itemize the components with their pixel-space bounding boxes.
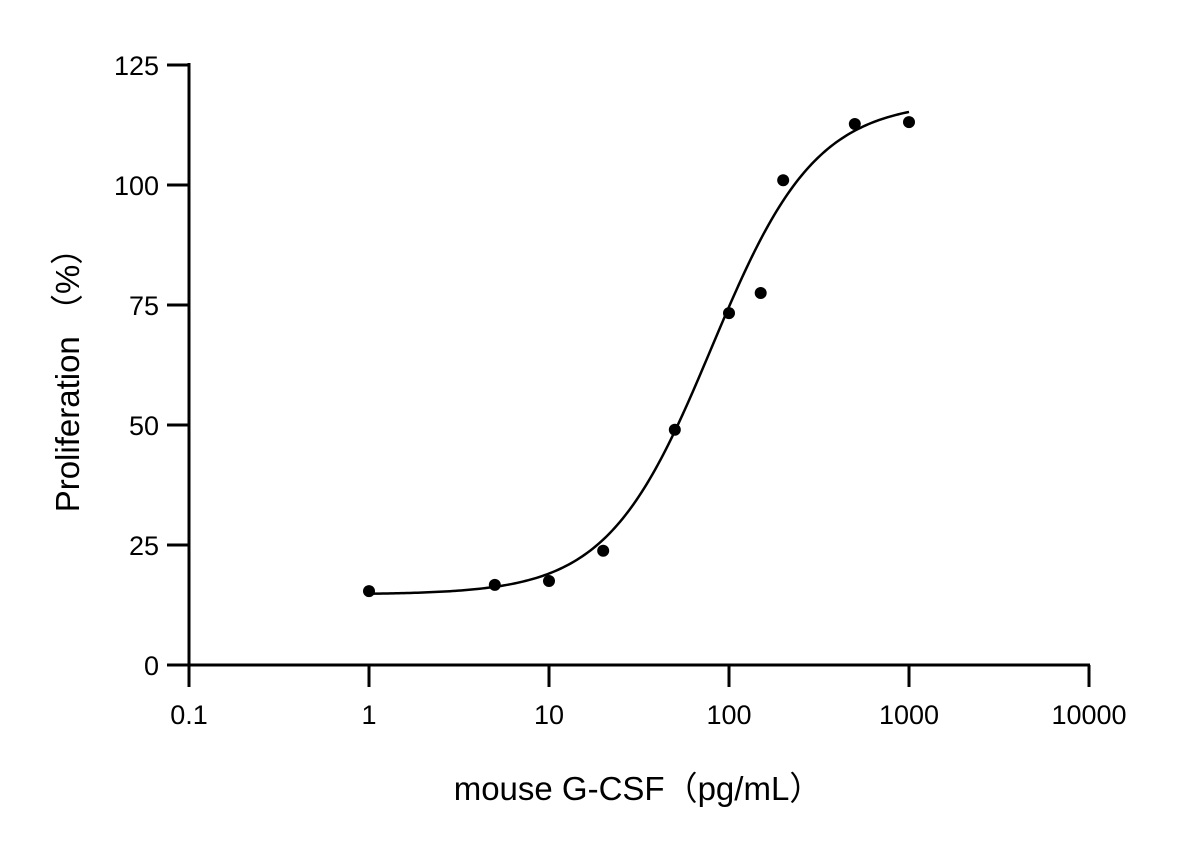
data-point [777,174,790,187]
x-tick-label: 1 [361,700,376,730]
data-point [848,118,861,131]
axes [167,63,1090,667]
data-points [363,116,915,598]
x-axis-title: mouse G-CSF（pg/mL） [454,770,823,807]
data-point [363,585,375,598]
data-point [903,116,915,129]
x-tick-label: 10000 [1051,700,1126,730]
y-ticks: 0 25 50 75 100 125 [114,51,189,681]
x-tick-label: 100 [706,700,751,730]
x-tick-label: 1000 [879,700,939,730]
y-tick-label: 125 [114,51,159,81]
data-point [668,423,681,436]
y-tick-label: 25 [129,531,159,561]
x-tick-label: 10 [534,700,564,730]
x-tick-label: 0.1 [170,700,208,730]
data-point [597,544,610,557]
y-tick-label: 75 [129,291,159,321]
data-point [723,307,735,320]
y-tick-label: 0 [144,651,159,681]
y-axis-title: Proliferation （%） [49,232,86,513]
data-point [488,578,501,591]
y-tick-label: 50 [129,411,159,441]
y-tick-label: 100 [114,171,159,201]
x-ticks: 0.1 1 10 100 1000 10000 [170,665,1127,730]
data-point [754,287,767,299]
data-point [543,575,555,587]
fit-curve [368,110,910,595]
